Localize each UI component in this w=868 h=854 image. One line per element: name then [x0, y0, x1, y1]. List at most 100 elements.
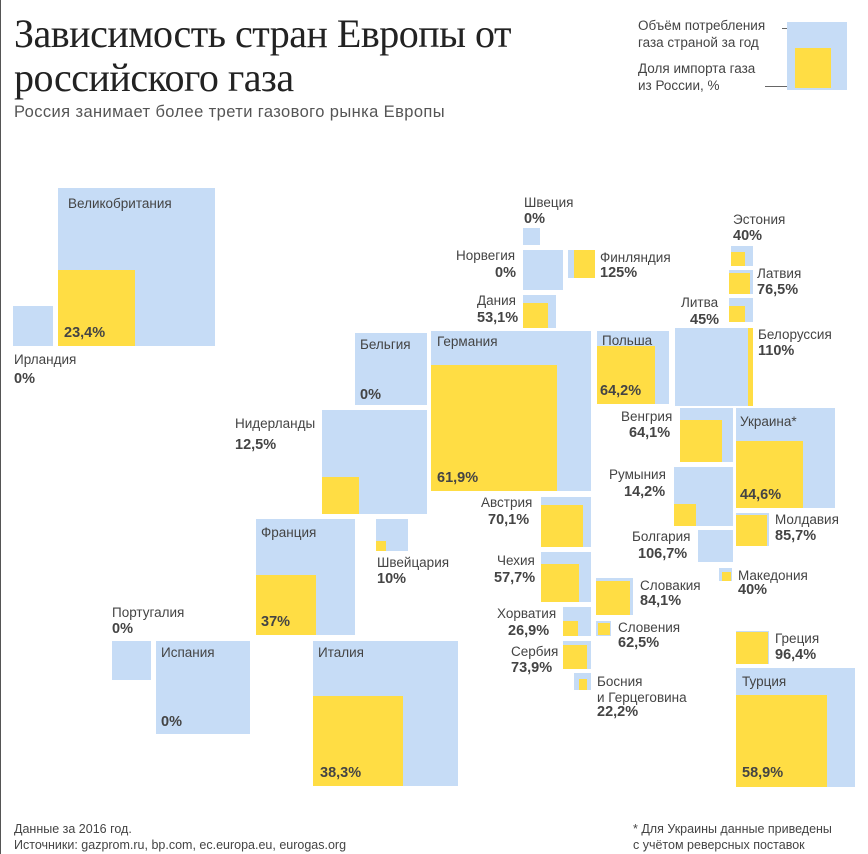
country-label-france: Франция: [261, 525, 317, 540]
country-value-hungary: 64,1%: [629, 425, 671, 441]
country-value-norway: 0%: [495, 265, 516, 281]
country-label-belarus: Белоруссия: [758, 327, 832, 342]
legend-import-label: Доля импорта газа из России, %: [638, 61, 756, 93]
country-value-turkey: 58,9%: [742, 765, 784, 781]
import-square-moldova: [736, 515, 767, 546]
country-square-belgium: [355, 333, 427, 405]
country-square-sweden: [523, 228, 540, 245]
country-label-ukraine: Украина*: [740, 414, 797, 429]
country-square-bulgaria: [698, 530, 733, 562]
country-square-ireland: [13, 306, 53, 346]
country-value-uk: 23,4%: [64, 325, 106, 341]
country-label-uk: Великобритания: [68, 196, 172, 211]
chart-title: Зависимость стран Европы от российского …: [14, 11, 511, 100]
country-value-austria: 70,1%: [488, 512, 530, 528]
country-value-slovenia: 62,5%: [618, 635, 660, 651]
country-value-slovakia: 84,1%: [640, 593, 682, 609]
country-label-switzerland: Швейцария: [377, 555, 450, 570]
country-label-romania: Румыния: [609, 467, 666, 482]
footer-sources: Источники: gazprom.ru, bp.com, ec.europa…: [14, 838, 347, 852]
country-value-switzerland: 10%: [377, 571, 407, 587]
import-square-serbia: [563, 645, 587, 669]
import-square-turkey: [736, 695, 827, 787]
country-label-estonia: Эстония: [733, 212, 786, 227]
import-square-germany: [431, 365, 557, 491]
country-label-belgium: Бельгия: [360, 337, 411, 352]
country-label-bosnia-line1: Босния: [597, 674, 643, 689]
legend-import-swatch: [795, 48, 831, 88]
country-label-turkey: Турция: [742, 674, 787, 689]
footer-note-line1: * Для Украины данные приведены: [633, 822, 832, 836]
import-square-austria: [541, 505, 583, 547]
country-label-norway: Норвегия: [456, 248, 516, 263]
import-square-hungary: [680, 420, 722, 462]
country-value-germany: 61,9%: [437, 470, 479, 486]
import-square-poland: [597, 346, 655, 404]
country-value-romania: 14,2%: [624, 484, 666, 500]
country-value-greece: 96,4%: [775, 647, 817, 663]
country-value-portugal: 0%: [112, 621, 133, 637]
country-label-macedonia: Македония: [738, 568, 808, 583]
import-square-latvia: [729, 273, 750, 294]
country-value-france: 37%: [261, 614, 291, 630]
country-label-czech: Чехия: [497, 553, 535, 568]
frame-edge: [0, 0, 1, 854]
import-square-estonia: [731, 252, 745, 266]
country-label-austria: Австрия: [481, 495, 533, 510]
import-square-ukraine: [736, 441, 803, 508]
country-value-ireland: 0%: [14, 371, 35, 387]
country-label-ireland: Ирландия: [14, 352, 77, 367]
import-square-france: [256, 575, 316, 635]
import-square-netherlands: [322, 477, 359, 514]
country-value-bosnia: 22,2%: [597, 704, 639, 720]
country-value-lithuania: 45%: [690, 312, 720, 328]
import-square-denmark: [523, 303, 548, 328]
country-label-finland: Финляндия: [600, 250, 671, 265]
country-value-spain: 0%: [161, 714, 182, 730]
country-label-lithuania: Литва: [681, 295, 719, 310]
country-label-slovakia: Словакия: [640, 578, 701, 593]
country-label-moldova: Молдавия: [775, 512, 839, 527]
country-value-poland: 64,2%: [600, 383, 642, 399]
country-label-poland: Польша: [602, 333, 653, 348]
country-value-estonia: 40%: [733, 228, 763, 244]
country-label-italy: Италия: [318, 645, 364, 660]
import-square-czech: [541, 564, 579, 602]
country-value-moldova: 85,7%: [775, 528, 817, 544]
country-square-belarus: [675, 328, 753, 406]
country-label-serbia: Сербия: [511, 644, 559, 659]
country-value-serbia: 73,9%: [511, 660, 553, 676]
country-value-italy: 38,3%: [320, 765, 362, 781]
legend-consumption-label: Объём потребления газа страной за год: [638, 18, 766, 50]
country-value-czech: 57,7%: [494, 570, 536, 586]
import-square-switzerland: [376, 541, 386, 551]
country-square-norway: [523, 250, 563, 290]
country-label-portugal: Португалия: [112, 605, 185, 620]
import-square-macedonia: [722, 572, 731, 581]
import-square-greece: [736, 632, 768, 664]
import-square-croatia: [563, 621, 578, 636]
country-label-bulgaria: Болгария: [632, 529, 691, 544]
country-value-finland: 125%: [600, 265, 638, 281]
chart-subtitle: Россия занимает более трети газового рын…: [14, 103, 445, 121]
country-label-netherlands: Нидерланды: [235, 416, 316, 431]
country-label-bosnia-line2: и Герцеговина: [597, 690, 687, 705]
country-label-greece: Греция: [775, 631, 820, 646]
country-label-latvia: Латвия: [757, 266, 802, 281]
import-square-italy: [313, 696, 403, 786]
country-value-denmark: 53,1%: [477, 310, 519, 326]
country-label-denmark: Дания: [477, 293, 516, 308]
country-value-bulgaria: 106,7%: [638, 546, 688, 562]
country-label-croatia: Хорватия: [497, 606, 557, 621]
country-label-spain: Испания: [161, 645, 215, 660]
country-value-netherlands: 12,5%: [235, 437, 277, 453]
country-value-belgium: 0%: [360, 387, 381, 403]
country-label-hungary: Венгрия: [621, 409, 673, 424]
import-square-slovenia: [598, 623, 610, 635]
country-square-portugal: [112, 641, 151, 680]
country-label-germany: Германия: [437, 334, 498, 349]
country-value-latvia: 76,5%: [757, 282, 799, 298]
country-value-croatia: 26,9%: [508, 623, 550, 639]
country-value-sweden: 0%: [524, 211, 545, 227]
country-value-macedonia: 40%: [738, 582, 768, 598]
